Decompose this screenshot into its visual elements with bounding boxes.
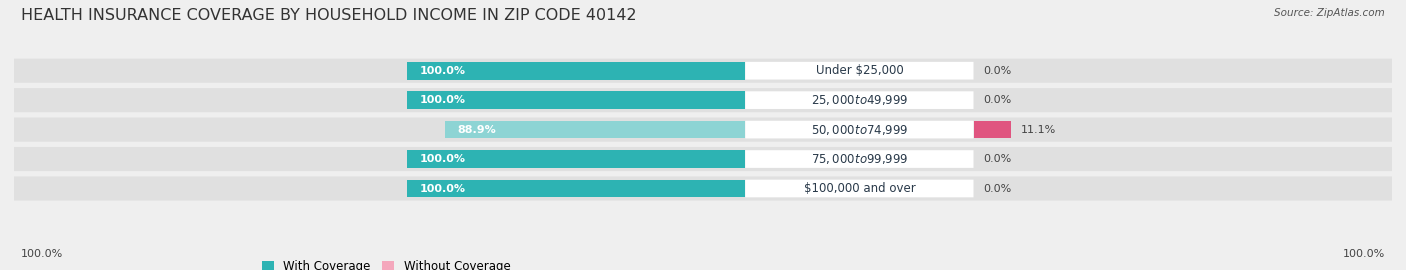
- Bar: [408, 91, 745, 109]
- Bar: [408, 150, 745, 168]
- Text: 88.9%: 88.9%: [457, 124, 496, 135]
- Text: Under $25,000: Under $25,000: [815, 64, 903, 77]
- Text: $100,000 and over: $100,000 and over: [803, 182, 915, 195]
- FancyBboxPatch shape: [0, 117, 1392, 142]
- FancyBboxPatch shape: [0, 176, 1392, 201]
- Text: 0.0%: 0.0%: [984, 66, 1012, 76]
- Text: 0.0%: 0.0%: [984, 95, 1012, 105]
- FancyBboxPatch shape: [0, 88, 1392, 112]
- Bar: [408, 62, 745, 80]
- Legend: With Coverage, Without Coverage: With Coverage, Without Coverage: [257, 255, 515, 270]
- Bar: [973, 121, 1011, 139]
- FancyBboxPatch shape: [745, 91, 973, 109]
- FancyBboxPatch shape: [745, 180, 973, 197]
- Text: Source: ZipAtlas.com: Source: ZipAtlas.com: [1274, 8, 1385, 18]
- Text: 100.0%: 100.0%: [1343, 249, 1385, 259]
- FancyBboxPatch shape: [745, 62, 973, 80]
- Text: 0.0%: 0.0%: [984, 184, 1012, 194]
- FancyBboxPatch shape: [0, 59, 1392, 83]
- Text: 100.0%: 100.0%: [420, 184, 465, 194]
- Bar: [408, 180, 745, 197]
- Text: 100.0%: 100.0%: [420, 66, 465, 76]
- Text: $50,000 to $74,999: $50,000 to $74,999: [811, 123, 908, 137]
- FancyBboxPatch shape: [745, 150, 973, 168]
- FancyBboxPatch shape: [0, 147, 1392, 171]
- Text: HEALTH INSURANCE COVERAGE BY HOUSEHOLD INCOME IN ZIP CODE 40142: HEALTH INSURANCE COVERAGE BY HOUSEHOLD I…: [21, 8, 637, 23]
- Text: $25,000 to $49,999: $25,000 to $49,999: [811, 93, 908, 107]
- Text: 0.0%: 0.0%: [984, 154, 1012, 164]
- Text: 100.0%: 100.0%: [420, 154, 465, 164]
- Text: 100.0%: 100.0%: [21, 249, 63, 259]
- Bar: [444, 121, 745, 139]
- Text: 11.1%: 11.1%: [1021, 124, 1056, 135]
- Text: 100.0%: 100.0%: [420, 95, 465, 105]
- Text: $75,000 to $99,999: $75,000 to $99,999: [811, 152, 908, 166]
- FancyBboxPatch shape: [745, 121, 973, 139]
